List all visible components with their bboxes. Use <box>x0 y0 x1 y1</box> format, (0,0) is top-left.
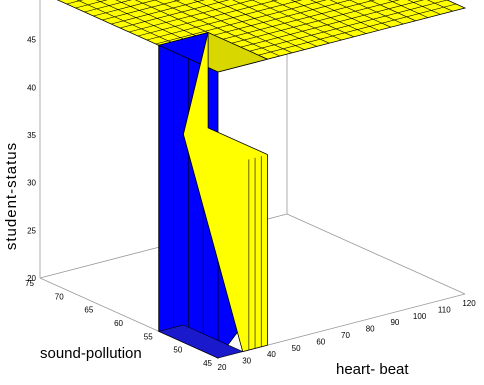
x-tick-label: 40 <box>267 350 276 359</box>
mesh-line <box>368 0 416 22</box>
mesh-line <box>111 0 206 25</box>
mesh-line <box>329 0 392 28</box>
tick-labels: 2030405060708090100110120455055606570752… <box>25 36 476 372</box>
mesh-line <box>349 0 404 25</box>
y-tick-label: 55 <box>144 332 153 341</box>
y-tick-label: 75 <box>25 279 34 288</box>
well-wall-right <box>182 32 268 353</box>
mesh-line <box>407 0 441 15</box>
z-tick-label: 40 <box>27 83 36 92</box>
y-axis-label: sound-pollution <box>40 345 142 362</box>
x-tick-label: 20 <box>218 363 227 372</box>
mesh-line <box>84 0 133 13</box>
well-floor <box>157 324 244 359</box>
y-tick-label: 45 <box>203 359 212 368</box>
z-tick-label: 35 <box>27 131 36 140</box>
x-tick-label: 110 <box>438 305 451 314</box>
z-tick-label: 30 <box>27 179 36 188</box>
mesh-line <box>251 0 342 41</box>
mesh-line <box>146 0 303 41</box>
x-axis-label: heart- beat <box>336 361 409 378</box>
mesh-line <box>271 0 354 38</box>
mesh-line <box>155 0 327 45</box>
x-tick-label: 120 <box>462 299 476 308</box>
x-tick-label: 80 <box>366 325 375 334</box>
x-tick-label: 60 <box>316 337 325 346</box>
y-tick-label: 60 <box>114 319 123 328</box>
mesh-line <box>102 0 181 21</box>
x-tick-label: 90 <box>390 318 399 327</box>
y-tick-label: 70 <box>55 292 64 301</box>
mesh-line <box>93 0 157 17</box>
z-tick-label: 25 <box>27 226 36 235</box>
mesh-line <box>290 0 367 34</box>
z-tick-label: 20 <box>27 274 36 283</box>
x-tick-label: 100 <box>413 312 427 321</box>
x-tick-label: 70 <box>341 331 350 340</box>
z-axis-label: student-status <box>3 142 20 250</box>
mesh-line <box>120 0 230 29</box>
x-tick-label: 50 <box>292 344 301 353</box>
x-tick-label: 30 <box>242 357 251 366</box>
y-tick-label: 65 <box>84 306 93 315</box>
surface <box>56 0 467 359</box>
mesh-line <box>137 0 279 37</box>
y-tick-label: 50 <box>173 346 182 355</box>
box-edge <box>286 213 466 295</box>
mesh-line <box>310 0 379 31</box>
mesh-line <box>128 0 254 33</box>
mesh-line <box>388 0 429 18</box>
z-tick-label: 45 <box>27 36 36 45</box>
